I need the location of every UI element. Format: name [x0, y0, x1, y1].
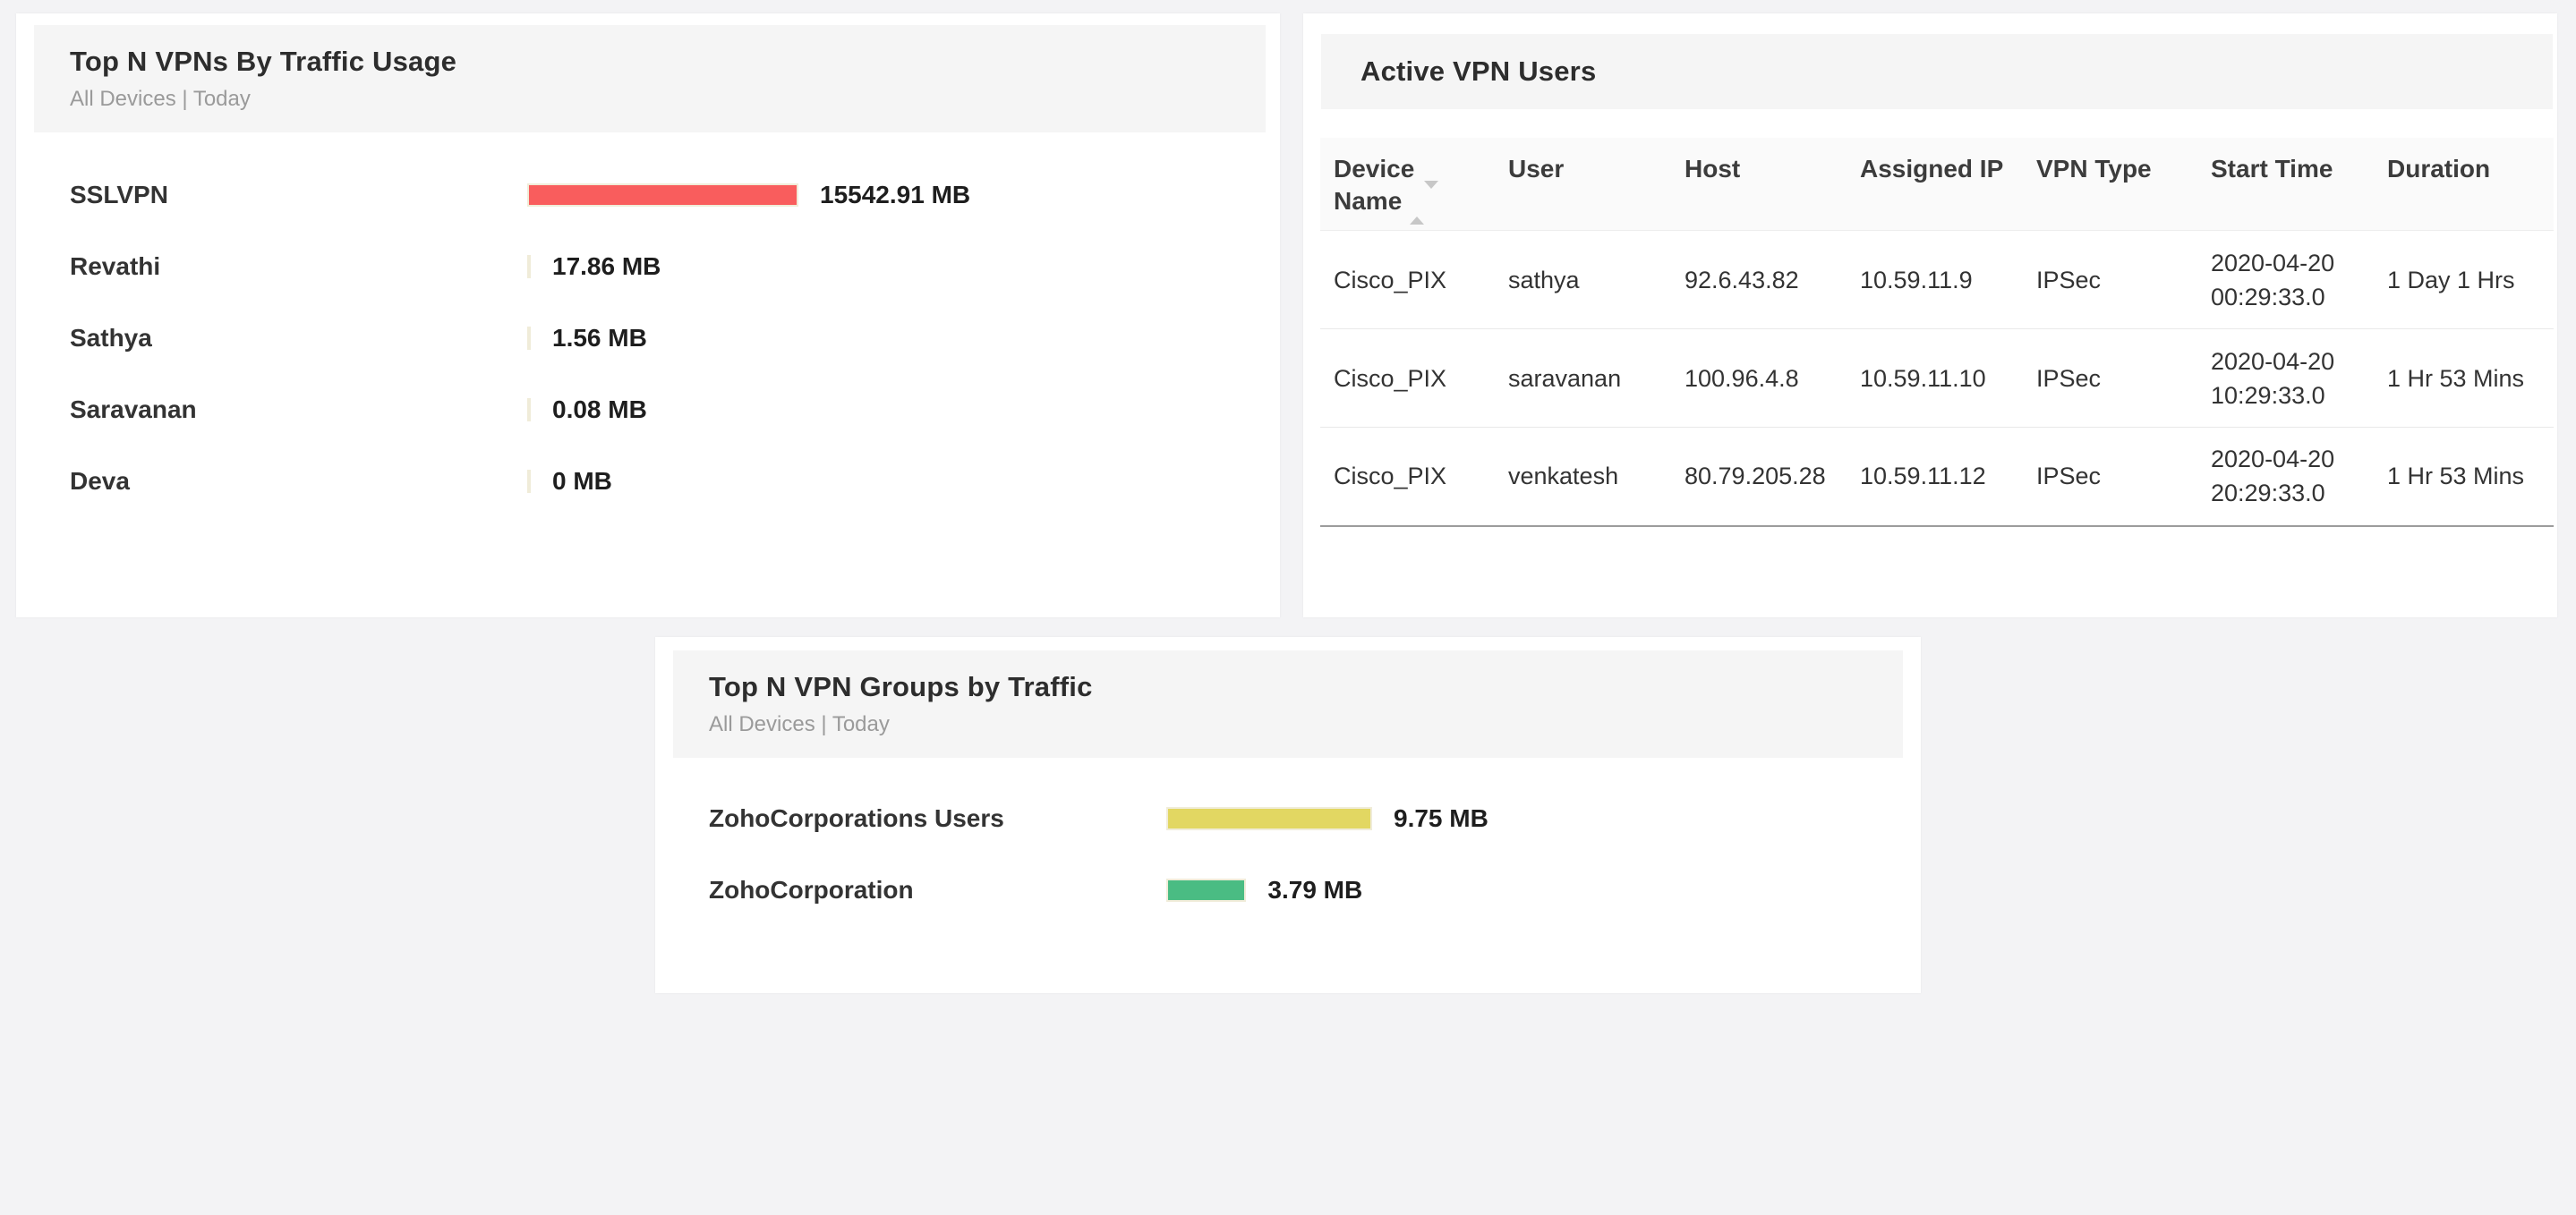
bar-value-label: 0 MB [552, 467, 612, 495]
bar-row-saravanan: Saravanan 0.08 MB [16, 374, 1280, 446]
bar-value-label: 0.08 MB [552, 395, 647, 423]
column-header-device-name[interactable]: Device Name [1320, 138, 1495, 231]
bar-category-label: ZohoCorporations Users [709, 804, 1004, 832]
bar-track: 17.86 MB [527, 252, 661, 281]
bar-track: 9.75 MB [1166, 804, 1488, 833]
widget-active-vpn-users: Active VPN Users Device Name User Host Assi… [1303, 13, 2557, 617]
cell-start-time: 2020-04-20 20:29:33.0 [2197, 427, 2374, 527]
column-header-user[interactable]: User [1495, 138, 1671, 231]
cell-device-name: Cisco_PIX [1320, 328, 1495, 428]
bar-category-label: Sathya [70, 324, 152, 352]
cell-vpn-type: IPSec [2023, 328, 2197, 428]
cell-user: sathya [1508, 266, 1580, 293]
widget-subtitle: All Devices | Today [70, 87, 251, 111]
cell-host: 80.79.205.28 [1671, 427, 1847, 527]
widget-title: Top N VPN Groups by Traffic [709, 671, 1093, 702]
cell-duration: 1 Hr 53 Mins [2374, 427, 2554, 527]
cell-duration: 1 Day 1 Hrs [2387, 266, 2515, 293]
bar-row-sslvpn: SSLVPN 15542.91 MB [16, 159, 1280, 231]
bar-track: 3.79 MB [1166, 876, 1362, 905]
column-header-vpn-type[interactable]: VPN Type [2023, 138, 2197, 231]
cell-host: 100.96.4.8 [1671, 328, 1847, 428]
bar-zohocorporations-users[interactable] [1166, 807, 1372, 830]
cell-device-name: Cisco_PIX [1320, 427, 1495, 527]
bar-value-label: 1.56 MB [552, 324, 647, 352]
table-header: Device Name User Host Assigned IP VPN Type St… [1320, 138, 2554, 231]
bar-category-label: Saravanan [70, 395, 197, 423]
cell-assigned-ip: 10.59.11.12 [1847, 427, 2023, 527]
bar-category-label: SSLVPN [70, 181, 168, 208]
bar-category-label: Deva [70, 467, 130, 495]
cell-assigned-ip: 10.59.11.9 [1860, 266, 1973, 293]
widget-top-vpn-groups-by-traffic: Top N VPN Groups by Traffic All Devices … [655, 637, 1921, 993]
top-vpns-bar-chart: SSLVPN 15542.91 MB Revathi 17.86 MB Sathya 1.… [16, 159, 1280, 517]
column-header-duration[interactable]: Duration [2374, 138, 2554, 231]
vpn-groups-bar-chart: ZohoCorporations Users 9.75 MB ZohoCorpora… [655, 783, 1921, 926]
column-header-assigned-ip[interactable]: Assigned IP [1847, 138, 2023, 231]
widget-title: Top N VPNs By Traffic Usage [70, 46, 457, 77]
bar-row-sathya: Sathya 1.56 MB [16, 302, 1280, 374]
bar-track: 0 MB [527, 467, 612, 496]
column-header-start-time[interactable]: Start Time [2197, 138, 2374, 231]
bar-value-label: 9.75 MB [1394, 804, 1488, 832]
bar-zohocorporation[interactable] [1166, 879, 1247, 902]
bar-sathya[interactable] [527, 327, 531, 350]
bar-track: 1.56 MB [527, 324, 647, 353]
bar-track: 0.08 MB [527, 395, 647, 424]
cell-host: 92.6.43.82 [1685, 266, 1799, 293]
cell-duration: 1 Hr 53 Mins [2374, 328, 2554, 428]
widget-header: Active VPN Users [1321, 34, 2553, 109]
cell-vpn-type: IPSec [2023, 427, 2197, 527]
table-row-3[interactable]: Cisco_PIX venkatesh 80.79.205.28 10.59.11.1… [1320, 427, 2554, 527]
widget-title: Active VPN Users [1361, 55, 1597, 87]
bar-value-label: 3.79 MB [1267, 876, 1363, 904]
cell-device-name: Cisco_PIX [1334, 266, 1447, 293]
cell-start-time: 2020-04-20 10:29:33.0 [2197, 328, 2374, 428]
active-vpn-users-table: Device Name User Host Assigned IP VPN Type St… [1320, 138, 2554, 527]
sort-arrows-icon[interactable] [1410, 181, 1439, 225]
bar-row-zohocorporations-users: ZohoCorporations Users 9.75 MB [655, 783, 1921, 854]
widget-subtitle: All Devices | Today [709, 712, 890, 736]
widget-top-vpns-by-traffic: Top N VPNs By Traffic Usage All Devices … [16, 13, 1280, 617]
widget-header: Top N VPNs By Traffic Usage All Devices … [34, 25, 1266, 132]
cell-user: saravanan [1495, 328, 1671, 428]
cell-assigned-ip: 10.59.11.10 [1847, 328, 2023, 428]
table-row-1[interactable]: Cisco_PIX sathya 92.6.43.82 10.59.11.9 IPSec… [1320, 231, 2554, 329]
bar-row-deva: Deva 0 MB [16, 446, 1280, 517]
table-row-2[interactable]: Cisco_PIX saravanan 100.96.4.8 10.59.11.10 I… [1320, 328, 2554, 428]
cell-start-time: 2020-04-20 00:29:33.0 [2211, 249, 2335, 310]
cell-vpn-type: IPSec [2036, 266, 2102, 293]
cell-user: venkatesh [1495, 427, 1671, 527]
bar-saravanan[interactable] [527, 398, 531, 421]
widget-header: Top N VPN Groups by Traffic All Devices … [673, 650, 1903, 758]
bar-deva[interactable] [527, 470, 531, 493]
bar-value-label: 15542.91 MB [820, 181, 971, 208]
column-header-host[interactable]: Host [1671, 138, 1847, 231]
bar-revathi[interactable] [527, 255, 531, 278]
bar-category-label: Revathi [70, 252, 161, 280]
bar-sslvpn[interactable] [527, 183, 798, 207]
bar-row-zohocorporation: ZohoCorporation 3.79 MB [655, 854, 1921, 926]
bar-track: 15542.91 MB [527, 181, 970, 209]
bar-value-label: 17.86 MB [552, 252, 661, 280]
bar-row-revathi: Revathi 17.86 MB [16, 231, 1280, 302]
bar-category-label: ZohoCorporation [709, 876, 914, 904]
